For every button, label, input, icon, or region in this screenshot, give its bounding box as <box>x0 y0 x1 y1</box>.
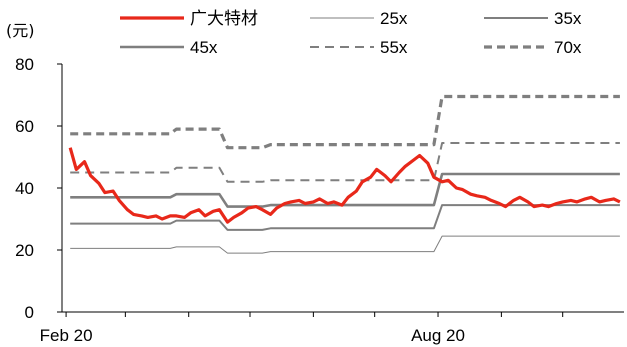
y-tick-label: 40 <box>15 179 34 198</box>
legend-label: 45x <box>190 38 218 57</box>
y-tick-label: 0 <box>25 303 34 322</box>
axes: 0 20 40 60 80 Feb 20 Aug 20 <box>15 55 624 345</box>
legend-label: 25x <box>380 9 408 28</box>
series-line-45x <box>70 172 620 208</box>
y-tick-label: 80 <box>15 55 34 74</box>
legend-label: 55x <box>380 38 408 57</box>
series-line-广大特材 <box>68 147 621 224</box>
y-tick-label: 20 <box>15 241 34 260</box>
y-unit-label: (元) <box>6 21 35 40</box>
y-tick-label: 60 <box>15 117 34 136</box>
series-line-55x <box>70 142 620 183</box>
legend: 广大特材 25x 35x 45x 55x 70x <box>120 9 582 57</box>
legend-label: 70x <box>554 38 582 57</box>
series-line-25x <box>70 235 620 254</box>
x-tick-label: Aug 20 <box>411 326 465 345</box>
series-layer <box>68 94 621 254</box>
x-tick-label: Feb 20 <box>40 326 93 345</box>
legend-label: 广大特材 <box>190 9 258 28</box>
series-line-70x <box>70 94 620 150</box>
series-line-35x <box>70 204 620 231</box>
legend-label: 35x <box>554 9 582 28</box>
